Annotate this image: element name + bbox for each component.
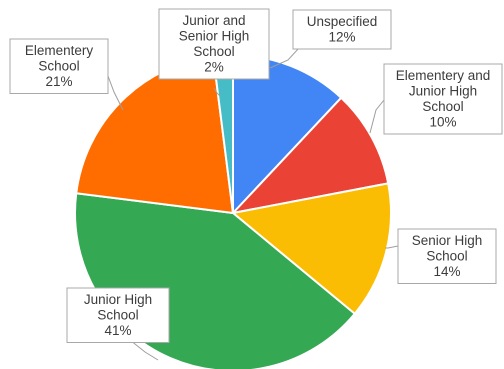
leader-line: [213, 87, 221, 97]
leader-line: [369, 99, 385, 134]
slice-label: School: [38, 59, 79, 74]
leader-line: [385, 245, 399, 249]
slice-label: Senior High: [179, 29, 250, 44]
slice-label: School: [193, 44, 234, 59]
leader-line: [269, 47, 300, 69]
slice-percent-label: 10%: [429, 115, 456, 130]
callout-box: [383, 63, 503, 135]
slice-label: Elementery and: [396, 68, 491, 83]
slice-label: School: [422, 99, 463, 114]
slice-label: Unspecified: [307, 14, 378, 29]
slice-label: Junior High: [409, 84, 477, 99]
slice-percent-label: 41%: [104, 323, 131, 338]
slice-label: School: [97, 308, 138, 323]
slice-label: Elementery: [25, 43, 94, 58]
pie-slice-senior-high-school: [230, 182, 392, 316]
slice-percent-label: 21%: [45, 74, 72, 89]
pie-slice-elementery-and-junior-high-school: [230, 96, 390, 215]
slice-percent-label: 14%: [433, 264, 460, 279]
slice-label: Senior High: [412, 233, 483, 248]
callout-box: [66, 287, 170, 343]
callout-box: [158, 8, 270, 80]
slice-label: School: [426, 249, 467, 264]
callout-box: [292, 9, 392, 50]
slice-percent-label: 12%: [328, 30, 355, 45]
slice-label: Junior and: [182, 13, 245, 28]
callout-box: [397, 228, 497, 284]
slice-percent-label: 2%: [204, 60, 224, 75]
callout-box: [9, 38, 109, 94]
leader-line: [107, 75, 124, 111]
slice-label: Junior High: [84, 292, 152, 307]
